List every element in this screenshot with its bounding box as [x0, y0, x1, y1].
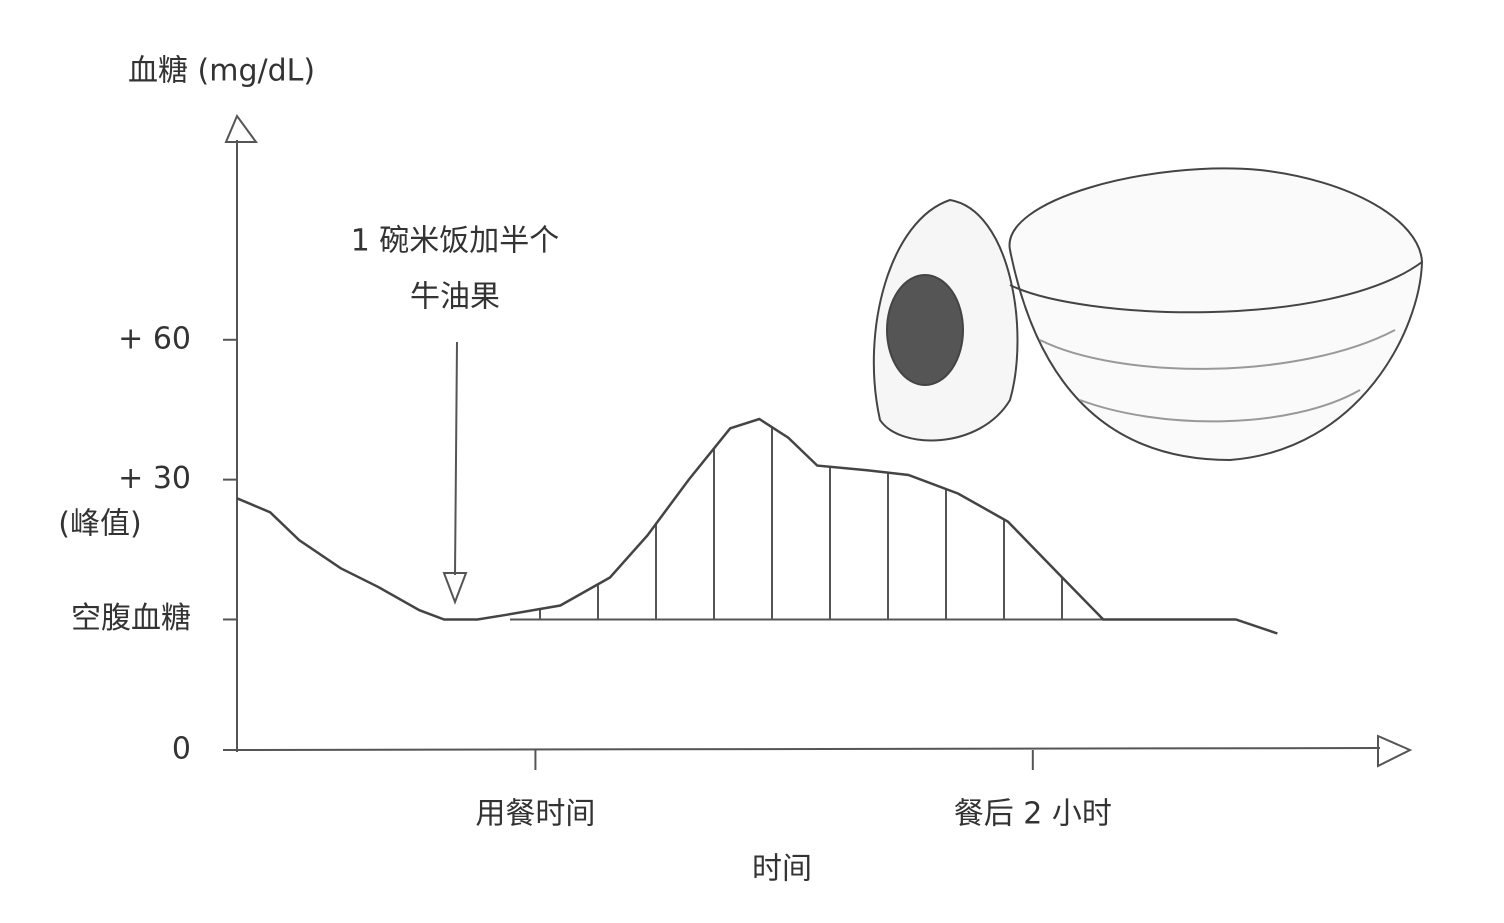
- annotation: 牛油果: [410, 280, 500, 315]
- x-tick-label: 餐后 2 小时: [954, 797, 1112, 832]
- y-tick-label: 0: [172, 732, 191, 767]
- x-tick-label: 用餐时间: [475, 797, 595, 832]
- peak-label: (峰值): [58, 507, 141, 542]
- line: [236, 417, 1278, 635]
- x-axis-title: 时间: [752, 852, 812, 887]
- x-axis: [236, 747, 1381, 751]
- food-illustration: [872, 167, 1424, 462]
- annotation-arrow: [442, 341, 468, 605]
- y-tick-label: 空腹血糖: [71, 601, 191, 636]
- annotation: 1 碗米饭加半个: [351, 224, 560, 259]
- y-tick-label: + 60: [118, 321, 191, 356]
- x-axis-arrow: [1377, 734, 1413, 768]
- axes: [224, 113, 1413, 768]
- y-tick-label: + 30: [118, 461, 191, 496]
- y-axis-title: 血糖 (mg/dL): [128, 54, 315, 89]
- y-axis-arrow: [224, 113, 258, 143]
